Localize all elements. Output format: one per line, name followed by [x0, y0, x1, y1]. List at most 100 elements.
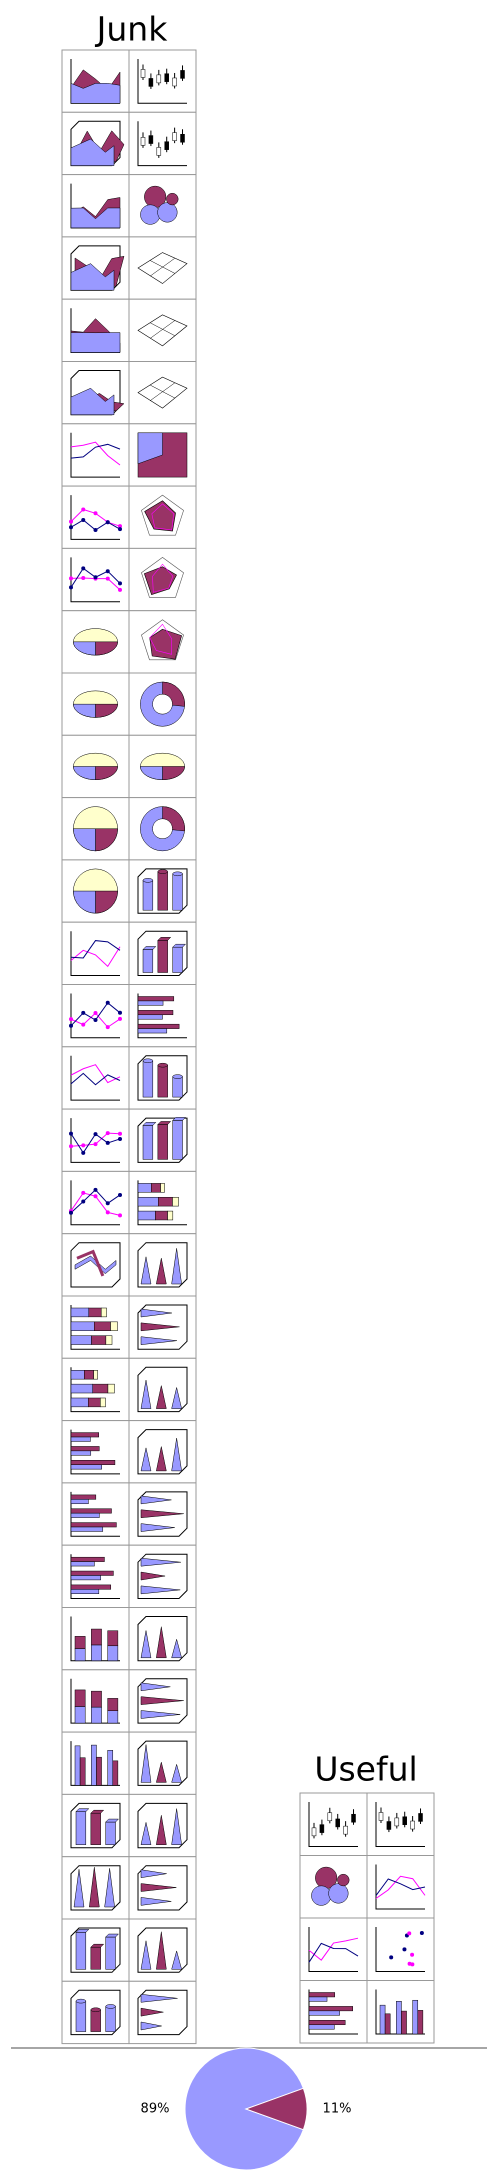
- icon-cap: [142, 878, 154, 883]
- icon-dot: [81, 1199, 86, 1204]
- icon-cone: [171, 1763, 182, 1783]
- icon-candle: [418, 1813, 423, 1822]
- icon-frame: [137, 1304, 188, 1350]
- icon-cap: [157, 937, 172, 941]
- icon-candle: [351, 1813, 356, 1823]
- icon-dot: [69, 1131, 73, 1136]
- icon-surface: [137, 314, 188, 347]
- icon-mesh: [150, 320, 175, 339]
- icon-bar: [401, 2010, 407, 2035]
- icon-bar: [70, 1370, 85, 1380]
- icon-dot: [93, 511, 98, 516]
- icon-axis: [70, 432, 120, 478]
- pie-label: 11%: [323, 2102, 352, 2117]
- icon-bar: [91, 1644, 102, 1662]
- icon-cell: [128, 361, 197, 425]
- icon-dot: [105, 1210, 110, 1215]
- icon-bar: [70, 1512, 100, 1518]
- icon-slice: [95, 828, 118, 852]
- icon-bar: [70, 1570, 114, 1576]
- icon-dot: [81, 1010, 86, 1015]
- icon-bar: [137, 1014, 163, 1020]
- icon-cone: [140, 1571, 166, 1581]
- icon-cone: [140, 1523, 175, 1532]
- icon-bar: [137, 1210, 156, 1221]
- icon-frame: [137, 1242, 188, 1288]
- icon-bar: [107, 1383, 115, 1394]
- icon-frame: [137, 1055, 188, 1101]
- icon-cap: [172, 1117, 187, 1121]
- icon-frame: [70, 1989, 121, 2036]
- icon-cone: [140, 1897, 172, 1906]
- icon-cell: [128, 547, 197, 612]
- icon-cone: [140, 1256, 152, 1285]
- icon-cap: [75, 1998, 87, 2004]
- icon-frame: [137, 1616, 188, 1662]
- icon-line: [76, 1249, 105, 1277]
- icon-slice: [73, 828, 96, 852]
- icon-dot: [118, 587, 122, 592]
- icon-surface: [137, 252, 188, 284]
- icon-bar: [412, 1999, 419, 2035]
- icon-mesh: [150, 382, 175, 401]
- icon-bar: [107, 1630, 119, 1647]
- icon-bar: [70, 1446, 100, 1452]
- icon-cone: [73, 1869, 85, 1908]
- icon-bar: [155, 1210, 168, 1221]
- icon-bar: [151, 1183, 161, 1193]
- icon-bar: [308, 2020, 346, 2026]
- icon-slice: [73, 890, 96, 914]
- icon-bar: [70, 1584, 112, 1590]
- icon-bar: [88, 1307, 102, 1318]
- icon-bar: [70, 1508, 112, 1514]
- icon-cone: [140, 1308, 172, 1318]
- icon-bar: [74, 1745, 81, 1786]
- icon-dot: [81, 1190, 86, 1195]
- icon-bar: [172, 873, 183, 911]
- icon-surface: [137, 376, 188, 409]
- icon-frame: [137, 1989, 188, 2036]
- icon-bar: [70, 1589, 100, 1594]
- icon-cap: [75, 1808, 90, 1812]
- icon-candle: [311, 1827, 317, 1837]
- icon-bar: [142, 1060, 154, 1098]
- icon-bar: [91, 1335, 107, 1345]
- icon-dot: [105, 576, 110, 581]
- icon-area: [70, 207, 121, 229]
- icon-bar: [91, 1628, 102, 1646]
- icon-bar: [92, 1383, 109, 1394]
- icon-bar: [70, 1397, 89, 1408]
- icon-bar: [91, 1744, 97, 1786]
- icon-cone: [140, 1380, 152, 1409]
- icon-candle: [172, 132, 177, 141]
- icon-bar: [158, 1196, 173, 1207]
- icon-cap: [172, 871, 183, 877]
- icon-bar: [90, 1812, 101, 1845]
- icon-bar: [157, 940, 168, 973]
- icon-cell: [366, 1917, 435, 1981]
- icon-candle: [386, 1821, 392, 1830]
- icon-dot: [118, 527, 122, 532]
- icon-radar: [143, 566, 177, 595]
- icon-dot: [81, 1022, 86, 1027]
- icon-bar: [70, 1464, 102, 1470]
- icon-candle: [140, 69, 146, 78]
- icon-hole: [152, 693, 173, 715]
- icon-axis: [70, 1616, 120, 1662]
- icon-bubble: [157, 202, 178, 223]
- icon-bar: [137, 1028, 168, 1034]
- icon-axis: [70, 1367, 120, 1413]
- icon-cone: [140, 1710, 181, 1719]
- icon-bar: [70, 1526, 104, 1532]
- icon-axis: [137, 59, 187, 104]
- icon-bar: [90, 1946, 101, 1970]
- icon-bar: [74, 1636, 86, 1649]
- icon-cell: [128, 1856, 197, 1920]
- icon-axis: [308, 1989, 358, 2035]
- icon-dot: [118, 1016, 122, 1021]
- icon-candle: [164, 73, 169, 82]
- icon-bar: [142, 1125, 154, 1160]
- pie-label: 89%: [141, 2102, 170, 2117]
- icon-axis: [70, 1180, 120, 1226]
